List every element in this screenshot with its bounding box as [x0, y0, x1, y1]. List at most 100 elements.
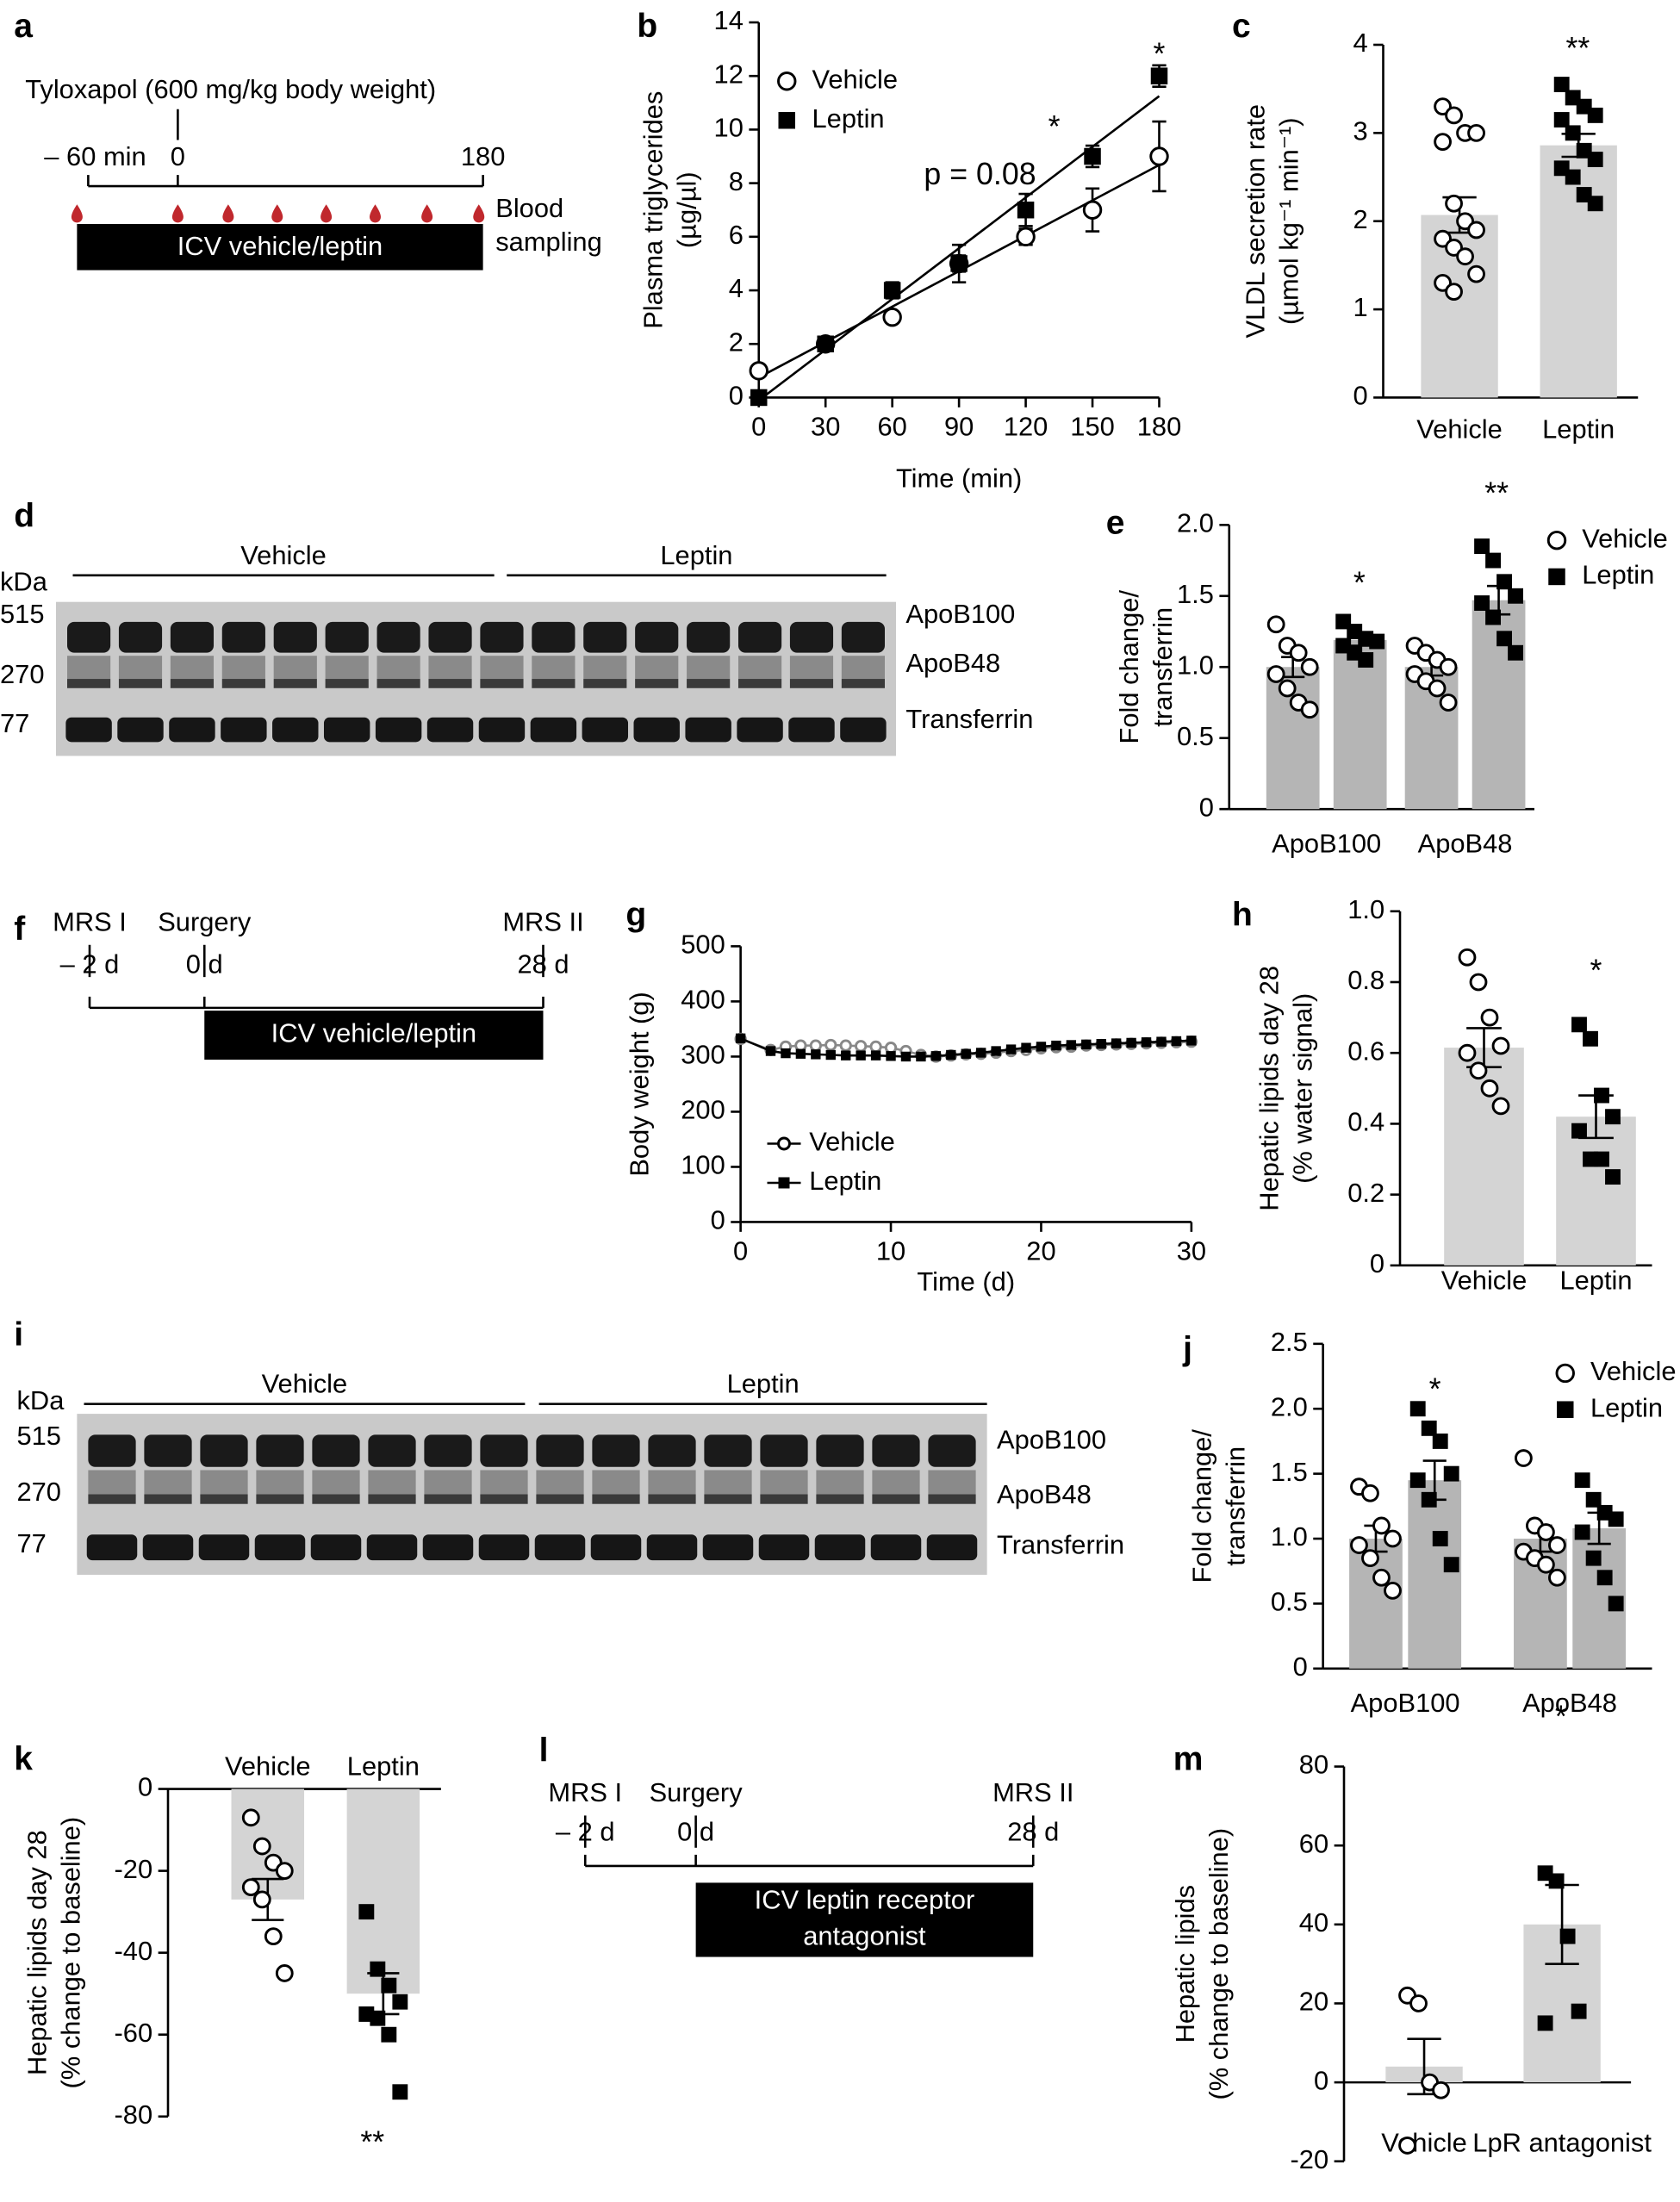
panel-letter: m — [1173, 1740, 1204, 1777]
band — [424, 1494, 472, 1504]
panel-letter: d — [14, 497, 34, 534]
data-point — [1583, 1030, 1598, 1047]
band — [118, 656, 163, 680]
data-point — [1508, 588, 1523, 604]
band-label: ApoB100 — [905, 599, 1015, 629]
panel-letter: k — [14, 1740, 33, 1777]
data-point — [1021, 1042, 1031, 1053]
data-point — [1474, 538, 1490, 554]
band — [368, 1494, 416, 1504]
data-point — [1149, 146, 1169, 166]
data-point — [1594, 1151, 1609, 1167]
event-label: MRS I — [53, 907, 127, 937]
bar — [1556, 1117, 1636, 1266]
band — [428, 679, 472, 688]
timeline-label: Tyloxapol (600 mg/kg body weight) — [25, 74, 436, 104]
band — [273, 679, 317, 688]
band — [424, 1434, 472, 1467]
data-point — [1467, 123, 1485, 142]
data-point — [264, 1927, 283, 1946]
band — [648, 1494, 696, 1504]
y-tick-label: 0.6 — [1347, 1036, 1384, 1066]
legend-label: Leptin — [809, 1166, 881, 1196]
x-tick-label: Vehicle — [1381, 2127, 1467, 2157]
x-tick-label: ApoB48 — [1418, 829, 1513, 859]
data-point — [916, 1051, 926, 1062]
data-point — [252, 1837, 271, 1856]
data-point — [241, 1808, 260, 1827]
band-label: ApoB100 — [997, 1425, 1106, 1455]
fit-line — [757, 95, 1160, 401]
band — [532, 656, 576, 680]
data-point — [1445, 283, 1463, 302]
data-point — [1036, 1042, 1047, 1052]
data-point — [839, 1039, 852, 1052]
data-point — [1439, 657, 1458, 676]
y-axis-label: Body weight (g) — [624, 992, 654, 1176]
data-point — [749, 361, 768, 381]
band — [648, 1470, 696, 1495]
data-point — [1608, 1511, 1624, 1527]
data-point — [950, 255, 968, 272]
event-label: MRS II — [992, 1777, 1073, 1807]
data-point — [1548, 1536, 1566, 1554]
band — [635, 679, 679, 688]
band — [67, 679, 111, 688]
data-point — [1096, 1039, 1106, 1049]
data-point — [1186, 1036, 1197, 1046]
data-point — [1361, 1549, 1379, 1568]
annotation: * — [1048, 109, 1061, 144]
data-point — [1605, 1109, 1621, 1125]
blood-drop — [171, 204, 184, 223]
x-tick-label: Vehicle — [1416, 414, 1503, 445]
panel-letter: g — [625, 897, 646, 934]
data-point — [392, 1994, 408, 2010]
data-point — [1491, 1036, 1510, 1055]
band — [788, 717, 835, 743]
band — [88, 1470, 136, 1495]
band — [67, 656, 111, 680]
band — [312, 1494, 360, 1504]
y-tick-label: 20 — [1299, 1987, 1328, 2017]
y-tick-label: 0.5 — [1177, 721, 1214, 751]
band — [841, 656, 885, 680]
data-point — [381, 2026, 397, 2043]
data-point — [809, 1039, 822, 1052]
band — [366, 1534, 418, 1561]
data-point — [930, 1051, 942, 1061]
x-tick-label: ApoB100 — [1272, 829, 1381, 859]
data-point — [1428, 679, 1447, 698]
y-tick-label: 0.4 — [1347, 1107, 1384, 1137]
data-point — [869, 1040, 882, 1054]
band — [67, 621, 111, 653]
band — [789, 621, 834, 653]
data-point — [1150, 67, 1168, 84]
data-point — [1081, 1039, 1092, 1050]
y-tick-label: 1.0 — [1271, 1521, 1308, 1552]
x-tick-label: ApoB100 — [1351, 1688, 1460, 1718]
x-tick-label: ApoB48 — [1522, 1688, 1617, 1718]
band — [428, 656, 472, 680]
band — [872, 1434, 920, 1467]
group-label: Vehicle — [240, 540, 327, 570]
data-point — [1082, 200, 1103, 220]
data-point — [946, 1049, 956, 1061]
data-point — [1156, 1036, 1167, 1047]
band — [789, 679, 834, 688]
y-axis-label: Plasma triglycerides — [638, 91, 669, 329]
marker-label: kDa — [0, 567, 48, 597]
x-tick-label: 60 — [878, 411, 907, 441]
y-tick-label: 6 — [729, 220, 744, 250]
data-point — [1434, 133, 1452, 151]
x-tick-label: Leptin — [1559, 1266, 1632, 1296]
band — [592, 1434, 640, 1467]
data-point — [1537, 1555, 1555, 1574]
annotation: ** — [360, 2125, 384, 2160]
x-tick-label: 150 — [1070, 411, 1115, 441]
data-point — [1594, 1087, 1609, 1104]
band — [200, 1494, 248, 1504]
data-point — [1445, 106, 1463, 125]
y-tick-label: 0.8 — [1347, 965, 1384, 995]
band — [872, 1494, 920, 1504]
data-point — [1051, 1040, 1061, 1051]
